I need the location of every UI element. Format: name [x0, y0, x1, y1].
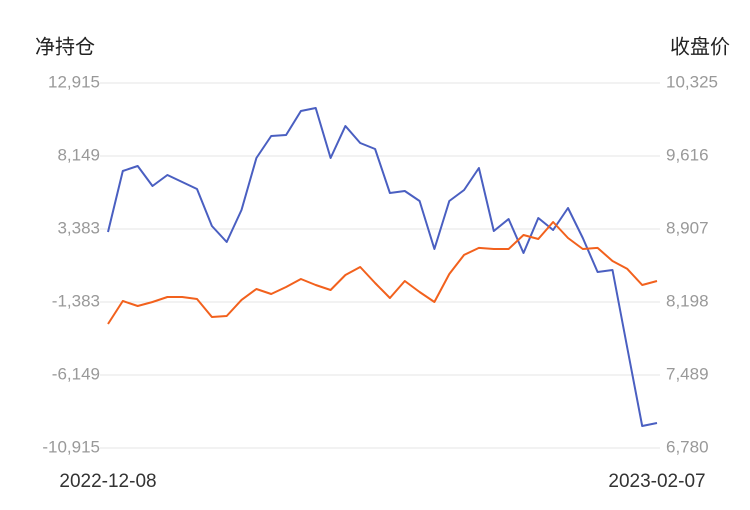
x-tick-label: 2022-12-08 — [59, 471, 156, 492]
y-tick-label: 3,383 — [57, 218, 100, 237]
y-tick-label: -6,149 — [52, 364, 100, 383]
y-tick-label: 8,149 — [57, 145, 100, 164]
y2-tick-label: 10,325 — [666, 72, 718, 91]
y-tick-label: -1,383 — [52, 291, 100, 310]
y2-tick-label: 9,616 — [666, 145, 709, 164]
y2-tick-label: 6,780 — [666, 437, 709, 456]
y2-tick-label: 7,489 — [666, 364, 709, 383]
y2-tick-label: 8,198 — [666, 291, 709, 310]
x-tick-label: 2023-02-07 — [608, 471, 705, 492]
y-tick-label: -10,915 — [42, 437, 100, 456]
y-tick-label: 12,915 — [48, 72, 100, 91]
series-line — [107, 107, 658, 427]
y2-tick-label: 8,907 — [666, 218, 709, 237]
series-line — [107, 221, 658, 325]
y-axis-title: 净持仓 — [35, 35, 95, 58]
y2-axis-title: 收盘价 — [670, 35, 730, 58]
